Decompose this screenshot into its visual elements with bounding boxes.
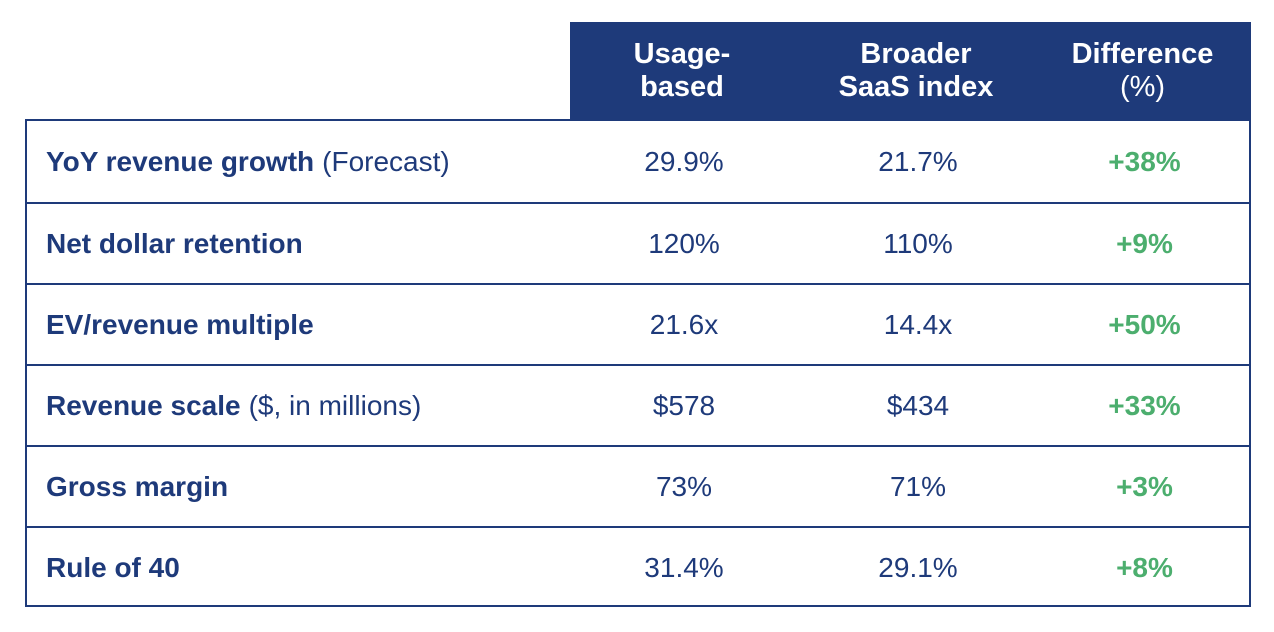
difference-value: +8% <box>1116 551 1173 583</box>
table-row: Gross margin 73% 71% +3% <box>27 445 1249 526</box>
difference-value: +3% <box>1116 470 1173 502</box>
metric-note: (Forecast) <box>322 145 450 177</box>
metric-cell: Revenue scale ($, in millions) <box>46 366 566 445</box>
usage-based-value: 21.6x <box>649 308 719 340</box>
metric-cell: Rule of 40 <box>46 528 566 607</box>
column-header-difference-unit: (%) <box>1119 70 1166 103</box>
comparison-table: YoY revenue growth (Forecast) 29.9% 21.7% +3… <box>25 119 1251 607</box>
metric-cell: Gross margin <box>46 447 566 526</box>
table-row: Revenue scale ($, in millions) $578 $434 +33… <box>27 364 1249 445</box>
saas-index-value: 110% <box>883 227 953 259</box>
difference-value: +38% <box>1108 145 1181 177</box>
column-header-usage-based-label: Usage- based <box>633 37 731 103</box>
column-header-usage-based: Usage- based <box>570 22 794 119</box>
metric-cell: YoY revenue growth (Forecast) <box>46 121 566 202</box>
column-header-saas-index: Broader SaaS index <box>800 22 1032 119</box>
column-header-saas-index-label: Broader SaaS index <box>838 37 994 103</box>
saas-index-value: 29.1% <box>878 551 958 583</box>
metric-label: EV/revenue multiple <box>46 308 314 340</box>
metric-label: Gross margin <box>46 470 229 502</box>
table-header: Usage- based Broader SaaS index Differen… <box>570 22 1251 119</box>
metric-cell: Net dollar retention <box>46 204 566 283</box>
difference-value: +9% <box>1116 227 1173 259</box>
table-row: EV/revenue multiple 21.6x 14.4x +50% <box>27 283 1249 364</box>
saas-index-value: 71% <box>889 470 947 502</box>
metric-label: Net dollar retention <box>46 227 303 259</box>
usage-based-value: $578 <box>652 389 716 421</box>
saas-index-value: $434 <box>886 389 950 421</box>
table-row: Rule of 40 31.4% 29.1% +8% <box>27 526 1249 607</box>
metric-note: ($, in millions) <box>248 389 422 421</box>
difference-value: +50% <box>1108 308 1181 340</box>
metric-label: Rule of 40 <box>46 551 180 583</box>
column-header-difference-label: Difference <box>1071 37 1214 70</box>
difference-value: +33% <box>1108 389 1181 421</box>
usage-based-value: 29.9% <box>644 145 724 177</box>
usage-based-value: 120% <box>648 227 720 259</box>
saas-index-value: 14.4x <box>883 308 953 340</box>
saas-index-value: 21.7% <box>878 145 958 177</box>
table-row: YoY revenue growth (Forecast) 29.9% 21.7% +3… <box>27 121 1249 202</box>
usage-based-value: 73% <box>655 470 713 502</box>
column-header-difference: Difference (%) <box>1038 22 1247 119</box>
table-row: Net dollar retention 120% 110% +9% <box>27 202 1249 283</box>
usage-based-value: 31.4% <box>644 551 724 583</box>
metric-label: Revenue scale <box>46 389 241 421</box>
metric-label: YoY revenue growth <box>46 145 315 177</box>
metric-cell: EV/revenue multiple <box>46 285 566 364</box>
